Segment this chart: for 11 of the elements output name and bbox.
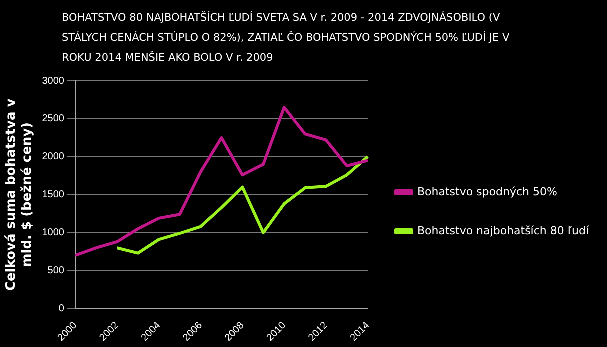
y-tick-label: 1500 (42, 190, 65, 201)
y-axis-title: Celková suma bohatstva v mld. $ (bežné ceny) (4, 98, 35, 292)
legend-label: Bohatstvo spodných 50% (417, 185, 558, 198)
y-tick-label: 1000 (42, 228, 65, 239)
legend-label: Bohatstvo najbohatších 80 ľudí (417, 224, 590, 238)
y-tick-label: 2000 (42, 152, 65, 163)
y-tick-label: 2500 (42, 114, 65, 125)
y-tick-label: 3000 (42, 76, 65, 87)
y-tick-label: 500 (48, 266, 65, 277)
chart-title: BOHATSTVO 80 NAJBOHATŠÍCH ĽUDÍ SVETA SA V r. 2009 - 2014 ZDVOJNÁSOBILO (V STÁLYCH CENÁCH STÚPLO O 82%), ZATIAĽ ČO BOHATSTVO SPODNÝCH 50% ĽUDÍ JE V ROKU 2014 MENŠIE AKO BOLO V r. 2009 (62, 10, 511, 66)
y-tick-label: 0 (58, 304, 65, 315)
